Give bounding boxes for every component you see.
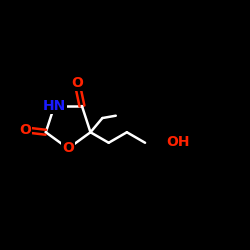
Text: OH: OH <box>166 134 190 148</box>
Text: O: O <box>71 76 83 90</box>
Text: O: O <box>19 123 31 137</box>
Text: HN: HN <box>43 99 66 113</box>
Text: O: O <box>62 142 74 156</box>
